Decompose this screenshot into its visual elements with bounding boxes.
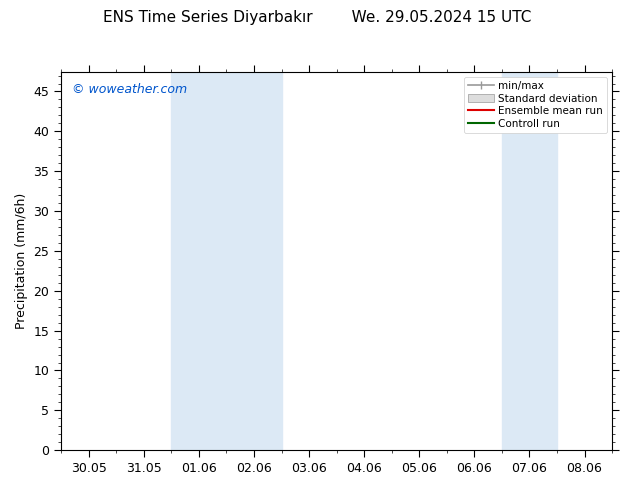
Bar <box>226 72 281 450</box>
Legend: min/max, Standard deviation, Ensemble mean run, Controll run: min/max, Standard deviation, Ensemble me… <box>463 77 607 133</box>
Bar <box>502 72 557 450</box>
Y-axis label: Precipitation (mm/6h): Precipitation (mm/6h) <box>15 193 28 329</box>
Text: ENS Time Series Diyarbakır        We. 29.05.2024 15 UTC: ENS Time Series Diyarbakır We. 29.05.202… <box>103 10 531 25</box>
Bar <box>171 72 226 450</box>
Text: © woweather.com: © woweather.com <box>72 83 188 96</box>
